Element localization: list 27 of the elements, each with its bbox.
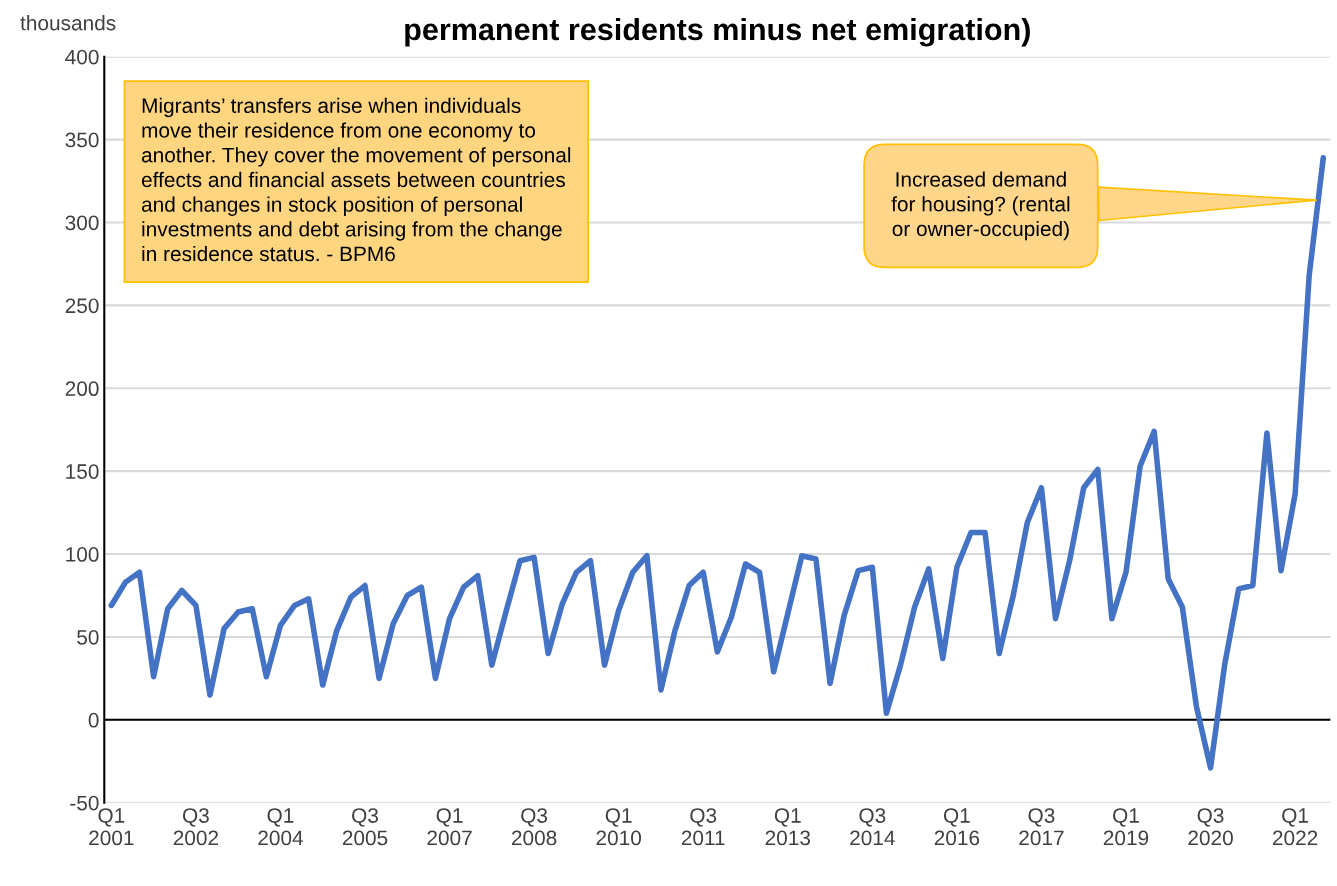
x-tick-label: Q1 2013	[765, 808, 811, 846]
x-tick-label: Q1 2007	[427, 808, 472, 846]
x-tick-label: Q1 2004	[258, 808, 304, 846]
x-tick-label: Q3 2008	[511, 808, 557, 846]
y-tick-label: 150	[66, 464, 99, 479]
y-tick-label: 0	[88, 712, 99, 728]
annotation: Migrants’ transfers arise when individuals move their residence from one economy to another. They cover the movement of personal effects and financial assets between countries and changes in stock position of personal investments and debt arising from the change in residence status. - BPM6	[141, 97, 571, 262]
x-tick-label: Q1 2010	[596, 808, 642, 846]
x-tick-label: Q3 2011	[681, 808, 725, 846]
y-tick-label: 50	[77, 629, 99, 645]
y-tick-label: 250	[65, 298, 99, 314]
y-tick-label: 300	[65, 215, 99, 231]
annotation: Increased demand for housing? (rental or owner-occupied)	[891, 171, 1070, 241]
x-tick-label: Q1 2019	[1103, 808, 1149, 846]
x-tick-label: Q1 2016	[934, 808, 980, 846]
x-tick-label: Q3 2020	[1188, 808, 1233, 846]
y-tick-label: 350	[65, 132, 99, 148]
x-tick-label: Q3 2005	[342, 808, 388, 846]
chart-title: permanent residents minus net emigration)	[405, 17, 1030, 47]
x-tick-label: Q3 2014	[850, 808, 895, 846]
y-tick-label: 100	[66, 547, 99, 562]
y-axis-title: thousands	[20, 15, 116, 31]
x-tick-label: Q3 2017	[1019, 808, 1064, 846]
y-tick-label: 400	[65, 49, 99, 65]
y-tick-label: 200	[65, 381, 99, 397]
x-tick-label: Q3 2002	[173, 808, 219, 846]
x-tick-label: Q1 2022	[1272, 808, 1318, 846]
